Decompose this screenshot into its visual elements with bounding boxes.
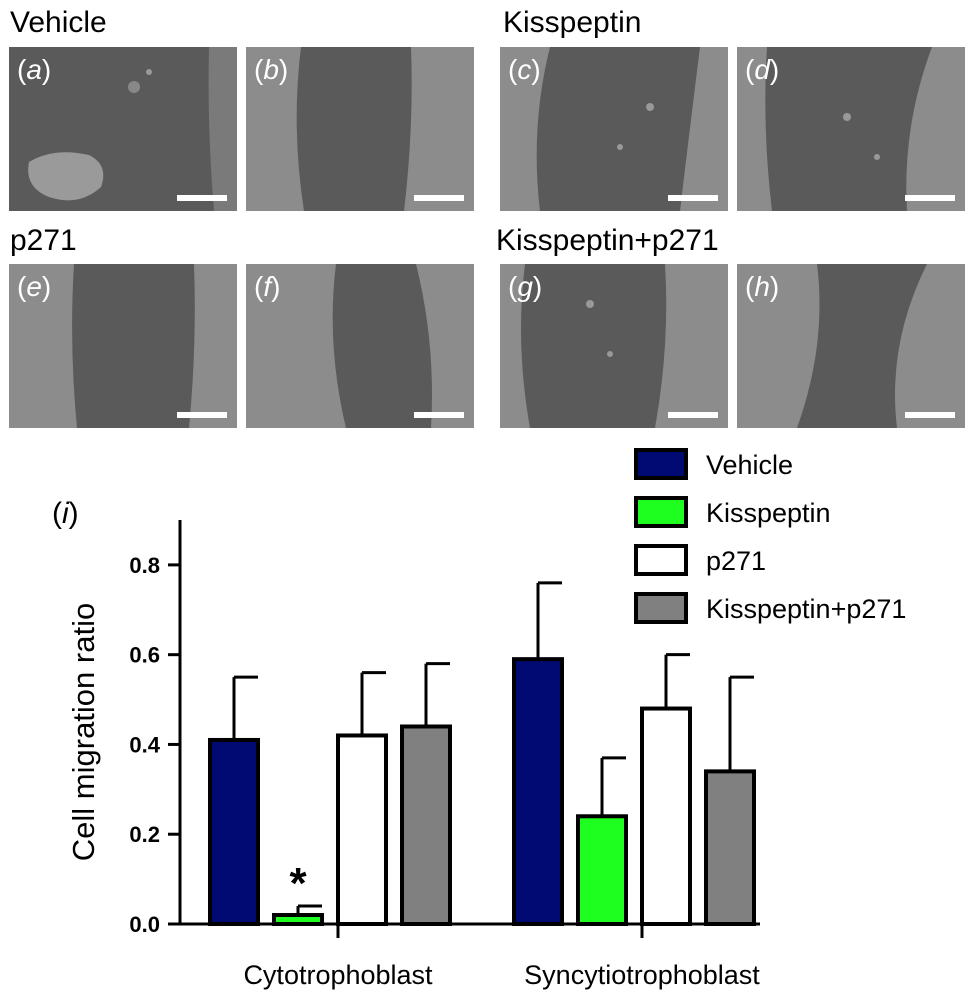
scale-bar: [668, 412, 718, 418]
micrograph-image: [246, 264, 474, 428]
micrograph-panel-a: (a): [9, 47, 237, 211]
micrograph-panel-b: (b): [246, 47, 474, 211]
group-title-kisspeptin: Kisspeptin: [503, 6, 642, 39]
panel-label-i: (i): [52, 497, 79, 530]
bar: [208, 737, 260, 927]
y-tick-label: 0.0: [129, 912, 160, 937]
scale-bar: [905, 412, 955, 418]
panel-label-d: (d): [745, 54, 780, 85]
bar: [512, 657, 564, 927]
legend-swatch: [634, 592, 688, 624]
bar: [272, 913, 324, 926]
group-title-vehicle: Vehicle: [10, 6, 107, 39]
micrograph-image: [9, 264, 237, 428]
panel-label-h: (h): [745, 271, 780, 302]
micrograph-image: [246, 47, 474, 211]
significance-marker: *: [289, 859, 307, 908]
legend-swatch: [634, 544, 688, 576]
scale-bar: [905, 195, 955, 201]
micrograph-panel-g: (g): [500, 264, 728, 428]
y-tick-label: 0.8: [129, 553, 160, 578]
group-title-p271: p271: [10, 224, 77, 257]
scale-bar: [177, 195, 227, 201]
micrograph-image: [737, 264, 965, 428]
y-tick-label: 0.6: [129, 643, 160, 668]
legend-label: Kisspeptin+p271: [706, 594, 906, 624]
bar: [576, 814, 628, 926]
panel-label-e: (e): [17, 271, 52, 302]
panel-label-b: (b): [254, 54, 289, 85]
micrograph-panel-d: (d): [737, 47, 965, 211]
bar: [640, 706, 692, 926]
micrograph-panel-h: (h): [737, 264, 965, 428]
bar: [336, 733, 388, 927]
scale-bar: [414, 195, 464, 201]
legend-swatch: [634, 496, 688, 528]
micrograph-image: [9, 47, 237, 211]
micrograph-image: [737, 47, 965, 211]
legend-label: Vehicle: [706, 450, 793, 480]
y-tick-label: 0.2: [129, 822, 160, 847]
group-title-kisspeptin-p271: Kisspeptin+p271: [496, 224, 719, 257]
micrograph-panel-f: (f): [246, 264, 474, 428]
y-axis-title: Cell migration ratio: [66, 603, 101, 861]
micrograph-panel-c: (c): [500, 47, 728, 211]
x-category-label: Cytotrophoblast: [243, 960, 433, 990]
legend-swatch: [634, 448, 688, 480]
y-tick-label: 0.4: [129, 732, 160, 757]
scale-bar: [668, 195, 718, 201]
micrograph-image: [500, 264, 728, 428]
panel-label-c: (c): [508, 54, 541, 85]
bar: [704, 769, 756, 927]
bar-chart: 0.0 0.2 0.4 0.6 0.8 Cell migration ratio (i) Cy…: [52, 448, 906, 990]
legend-label: Kisspeptin: [706, 498, 831, 528]
panel-label-a: (a): [17, 54, 52, 85]
scale-bar: [414, 412, 464, 418]
bar: [400, 724, 452, 926]
x-category-label: Syncytiotrophoblast: [524, 960, 760, 990]
legend-label: p271: [706, 546, 766, 576]
panel-label-g: (g): [508, 271, 543, 302]
micrograph-image: [500, 47, 728, 211]
scale-bar: [177, 412, 227, 418]
panel-label-f: (f): [254, 271, 281, 302]
micrograph-panel-e: (e): [9, 264, 237, 428]
